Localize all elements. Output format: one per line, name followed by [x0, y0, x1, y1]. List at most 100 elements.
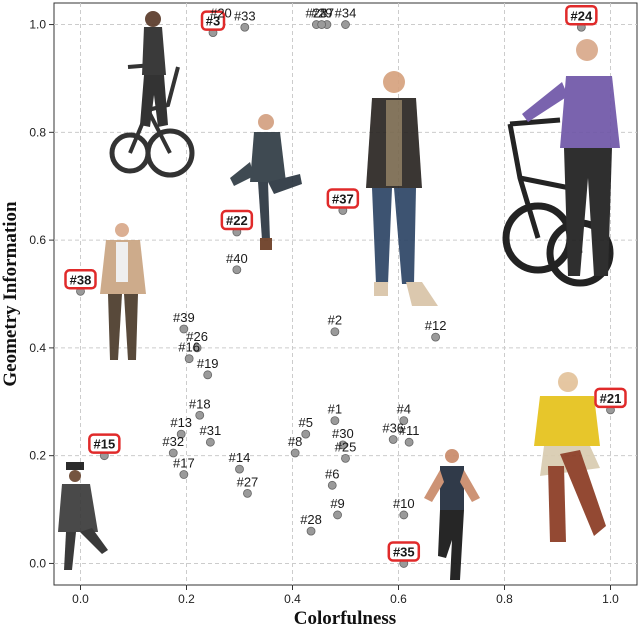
scatter-point: [317, 20, 327, 29]
point-labels: #1#2#3#4#5#6#7#8#9 #10#11#12#13#14#15#16#…: [64, 5, 627, 562]
scatter-point: [399, 416, 409, 426]
point-label: #1: [328, 402, 342, 417]
scatter-point: [176, 429, 186, 439]
x-tick-label: 0.2: [178, 592, 195, 606]
point-label: #24: [570, 8, 592, 23]
person-illustrations: [58, 11, 620, 580]
point-label: #37: [332, 191, 354, 206]
point-label: #12: [425, 318, 447, 333]
man-sitting-illustration: [230, 114, 302, 250]
point-label: #21: [600, 391, 622, 406]
point-label: #34: [335, 6, 357, 21]
scatter-point: [327, 480, 337, 490]
scatter-point: [179, 470, 189, 479]
scatter-point: [306, 526, 316, 536]
scatter-point: [341, 453, 350, 463]
point-label: #40: [226, 251, 248, 266]
scatter-point: [399, 510, 409, 520]
point-label: #31: [199, 423, 221, 438]
point-label: #11: [399, 423, 420, 438]
point-label: #28: [300, 512, 322, 527]
x-tick-label: 0.0: [72, 592, 89, 606]
point-label: #8: [288, 434, 302, 449]
old-man-illustration: [100, 223, 146, 360]
x-tick-label: 0.4: [284, 592, 301, 606]
scatter-point: [232, 265, 242, 275]
highlight-box: [326, 188, 360, 209]
point-label: #35: [393, 544, 415, 559]
point-label: #9: [330, 496, 344, 511]
scatter-point: [179, 324, 189, 334]
scatter-point: [243, 488, 252, 498]
man-in-hat-illustration: [58, 462, 108, 570]
scatter-point: [341, 20, 350, 29]
x-tick-label: 1.0: [602, 592, 619, 606]
highlight-box: [565, 5, 598, 26]
y-tick-label: 1.0: [29, 18, 46, 32]
point-label: #10: [393, 496, 415, 511]
woman-with-bicycle-illustration: [502, 39, 620, 287]
scatter-point: [240, 22, 250, 32]
scatter-point: [184, 354, 194, 364]
scatter-point: [330, 327, 340, 337]
point-label: #38: [70, 272, 92, 287]
x-tick-label: 0.6: [390, 592, 407, 606]
point-label: #29: [311, 6, 333, 21]
scatter-point: [338, 440, 348, 450]
point-label: #2: [328, 313, 342, 328]
point-label: #25: [335, 439, 357, 454]
man-with-phone-illustration: [366, 71, 438, 306]
y-tick-label: 0.4: [29, 341, 46, 355]
point-label: #6: [325, 466, 339, 481]
y-tick-label: 0.2: [29, 449, 46, 463]
point-label: #27: [237, 474, 259, 489]
highlight-box: [200, 10, 226, 31]
scatter-point: [431, 332, 441, 342]
point-label: #3: [206, 14, 220, 29]
point-label: #17: [173, 456, 195, 471]
scatter-point: [203, 370, 213, 380]
y-tick-label: 0.8: [29, 125, 46, 139]
point-label: #36: [382, 421, 404, 436]
point-label: #32: [162, 434, 184, 449]
point-label: #18: [189, 396, 211, 411]
scatter-point: [290, 448, 300, 458]
woman-yellow-top-illustration: [534, 372, 606, 542]
highlight-box: [64, 269, 97, 290]
scatter-point: [330, 416, 340, 426]
point-label: #14: [229, 450, 251, 465]
point-label: #13: [170, 415, 192, 430]
scatter-point: [301, 429, 311, 439]
point-label: #30: [332, 426, 354, 441]
scatter-point: [195, 410, 205, 420]
point-label: #5: [299, 415, 313, 430]
point-label: #16: [178, 340, 200, 355]
point-label: #26: [186, 329, 208, 344]
point-label: #39: [173, 310, 195, 325]
highlight-box: [220, 209, 254, 231]
scatter-point: [404, 437, 414, 447]
point-label: #19: [197, 356, 219, 371]
point-label: #4: [397, 402, 411, 417]
highlight-box: [594, 387, 627, 409]
woman-on-bicycle-illustration: [109, 11, 195, 178]
scatter-point: [205, 437, 215, 447]
point-label: #20: [210, 6, 232, 21]
point-label: #15: [93, 437, 115, 452]
scatter-point: [192, 343, 202, 353]
woman-posing-illustration: [424, 449, 480, 580]
x-axis-title: Colorfulness: [294, 608, 396, 628]
point-label: #33: [234, 8, 256, 23]
y-tick-label: 0.6: [29, 233, 46, 247]
y-axis-ticks: 0.0 0.2 0.4 0.6 0.8 1.0: [29, 18, 54, 570]
scatter-point: [235, 464, 244, 474]
x-tick-label: 0.8: [496, 592, 513, 606]
y-tick-label: 0.0: [29, 556, 46, 570]
highlight-box: [88, 433, 121, 454]
scatter-point: [168, 448, 178, 458]
highlight-box: [387, 541, 421, 562]
x-axis-ticks: 0.0 0.2 0.4 0.6 0.8 1.0: [72, 585, 619, 606]
point-label: #23: [305, 6, 327, 21]
point-label: #7: [320, 6, 334, 21]
